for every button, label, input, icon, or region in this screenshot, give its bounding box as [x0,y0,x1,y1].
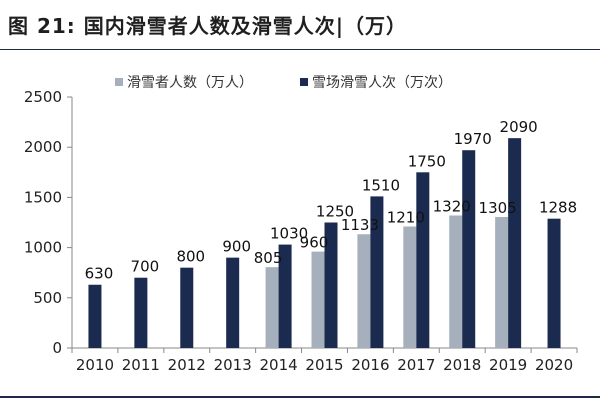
data-label-series-1: 1305 [479,199,517,217]
x-tick-label: 2019 [489,356,527,374]
data-label-series-2: 1510 [362,176,400,194]
y-tick-label: 0 [52,339,62,357]
bar-series-2 [180,267,194,348]
data-label-series-1: 1320 [433,197,471,215]
bar-series-1 [495,216,509,348]
data-label-series-2: 800 [176,248,205,266]
x-tick-label: 2020 [535,356,573,374]
bar-series-2 [88,284,102,348]
data-label-series-2: 1288 [539,199,577,217]
bar-series-2 [226,257,240,348]
bar-series-1 [403,226,417,348]
y-tick-label: 2000 [24,138,62,156]
data-label-series-2: 2090 [500,118,538,136]
bar-series-1 [357,234,371,348]
y-tick-label: 2500 [24,88,62,106]
bar-series-2 [278,244,292,348]
bar-series-2 [324,222,338,348]
data-label-series-2: 900 [222,238,251,256]
x-tick-label: 2010 [76,356,114,374]
legend-swatch-series-2 [300,78,308,86]
bar-series-2 [370,196,384,348]
data-label-series-2: 1750 [408,152,446,170]
bottom-divider [0,396,600,398]
x-tick-label: 2016 [351,356,389,374]
bar-chart: 0 500 1000 1500 2000 2500 2010 2011 2012 2013 2014… [24,74,578,374]
bar-series-2 [134,277,148,348]
data-label-series-2: 1030 [270,225,308,243]
data-label-series-1: 960 [300,234,329,252]
x-tick-label: 2017 [397,356,435,374]
legend-label-series-2: 雪场滑雪人次（万次） [312,74,452,91]
x-tick-label: 2013 [214,356,252,374]
data-label-series-1: 805 [254,249,283,267]
x-tick-label: 2012 [168,356,206,374]
data-label-series-1: 1210 [387,209,425,227]
bar-series-2 [508,138,522,348]
data-label-series-2: 630 [85,265,114,283]
x-tick-label: 2015 [305,356,343,374]
bar-series-2 [462,150,476,348]
x-tick-label: 2011 [122,356,160,374]
legend-swatch-series-1 [115,78,123,86]
figure-title-bar: 图 21: 国内滑雪者人数及滑雪人次|（万） [0,0,600,50]
y-tick-label: 1500 [24,188,62,206]
x-tick-label: 2014 [259,356,297,374]
bar-series-1 [265,267,279,348]
data-label-series-1: 1133 [341,216,379,234]
bar-series-2 [416,172,430,348]
y-tick-label: 1000 [24,239,62,257]
data-label-series-2: 1970 [454,130,492,148]
bar-series-1 [449,215,463,348]
x-tick-label: 2018 [443,356,481,374]
legend-label-series-1: 滑雪者人数（万人） [127,74,253,91]
data-label-series-2: 700 [131,258,160,276]
figure-title: 图 21: 国内滑雪者人数及滑雪人次|（万） [8,14,408,38]
data-label-series-2: 1250 [316,203,354,221]
bar-series-2 [547,218,561,348]
bar-series-1 [311,251,325,348]
y-tick-label: 500 [33,289,62,307]
